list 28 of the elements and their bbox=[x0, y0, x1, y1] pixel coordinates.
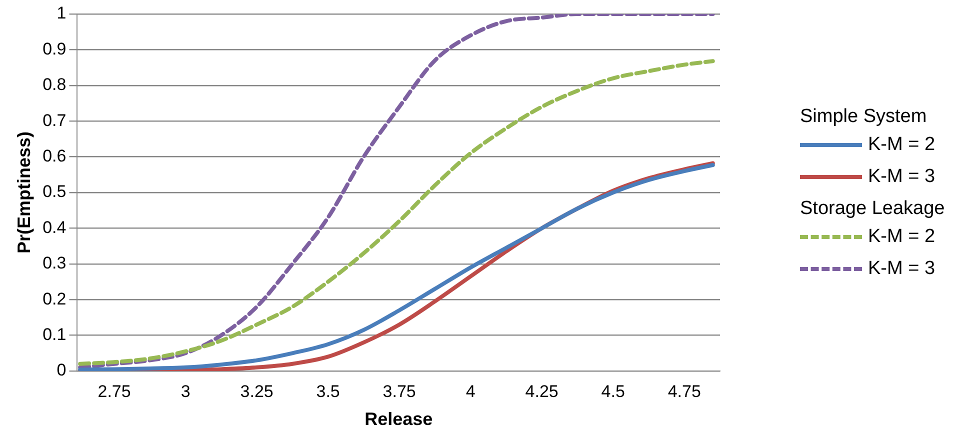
y-tick-label: 0.8 bbox=[42, 75, 66, 94]
y-tick-label: 0.6 bbox=[42, 146, 66, 166]
x-tick-label: 4 bbox=[466, 382, 476, 401]
x-tick-label: 3.75 bbox=[382, 382, 416, 401]
x-tick-label: 4.5 bbox=[601, 382, 625, 401]
x-tick-label: 3.5 bbox=[316, 382, 340, 401]
y-tick-label: 1 bbox=[56, 4, 66, 23]
y-tick-label: 0 bbox=[56, 360, 66, 380]
y-tick-label: 0.7 bbox=[42, 110, 66, 130]
legend-label: K-M = 3 bbox=[868, 258, 936, 280]
y-tick-label: 0.2 bbox=[42, 289, 66, 308]
y-tick-label: 0.5 bbox=[42, 182, 66, 202]
y-tick-label: 0.1 bbox=[42, 324, 66, 344]
legend-label: K-M = 2 bbox=[868, 226, 936, 248]
x-axis-title: Release bbox=[364, 409, 433, 430]
x-tick-label: 2.75 bbox=[98, 382, 131, 401]
y-tick-label: 0.4 bbox=[42, 218, 66, 237]
legend-label: K-M = 2 bbox=[868, 134, 936, 156]
legend-label: K-M = 3 bbox=[868, 166, 936, 188]
x-tick-label: 4.75 bbox=[668, 382, 701, 401]
text: Simple System bbox=[800, 106, 928, 128]
x-tick-label: 4.25 bbox=[525, 382, 558, 401]
y-tick-label: 0.9 bbox=[42, 39, 66, 58]
y-axis-title: Pr(Emptiness) bbox=[14, 131, 34, 254]
x-tick-label: 3 bbox=[180, 382, 190, 401]
y-tick-label: 0.3 bbox=[42, 254, 66, 273]
text: Storage Leakage bbox=[800, 198, 945, 220]
x-tick-label: 3.25 bbox=[240, 382, 274, 401]
